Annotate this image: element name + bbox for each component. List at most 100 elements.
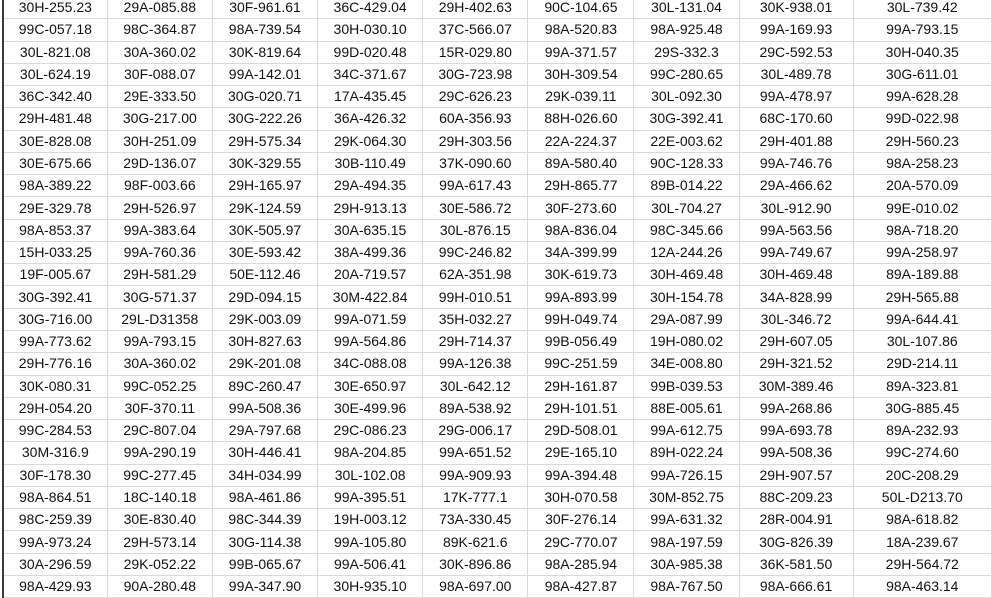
cell[interactable]: 99D-022.98 <box>853 107 992 131</box>
cell[interactable]: 30E-650.97 <box>317 375 424 398</box>
cell[interactable]: 99A-290.19 <box>107 441 213 465</box>
cell[interactable]: 30F-276.14 <box>527 508 635 532</box>
cell[interactable]: 99A-508.36 <box>212 397 319 421</box>
cell[interactable]: 28R-004.91 <box>739 508 854 532</box>
cell[interactable]: 89K-621.6 <box>422 530 529 554</box>
cell[interactable]: 29H-303.56 <box>422 130 529 153</box>
cell[interactable]: 15H-033.25 <box>4 241 108 265</box>
cell[interactable]: 30H-040.35 <box>853 41 992 64</box>
cell[interactable]: 29H-321.52 <box>739 352 854 376</box>
cell[interactable]: 99A-126.38 <box>422 352 529 376</box>
cell[interactable]: 19H-003.12 <box>317 508 424 532</box>
cell[interactable]: 15R-029.80 <box>422 41 529 64</box>
cell[interactable]: 29H-101.51 <box>527 397 635 421</box>
cell[interactable]: 99A-508.36 <box>739 441 854 465</box>
cell[interactable]: 99A-631.32 <box>633 508 740 532</box>
cell[interactable]: 29H-565.88 <box>853 285 992 309</box>
cell[interactable]: 20A-719.57 <box>317 263 424 287</box>
cell[interactable]: 20C-208.29 <box>853 464 992 487</box>
cell[interactable]: 30H-309.54 <box>527 63 635 87</box>
cell[interactable]: 99A-347.90 <box>212 575 319 598</box>
cell[interactable]: 30L-876.15 <box>422 219 529 242</box>
cell[interactable]: 30E-830.40 <box>107 508 213 532</box>
cell[interactable]: 30M-389.46 <box>739 375 854 398</box>
cell[interactable]: 99A-383.64 <box>107 219 213 242</box>
cell[interactable]: 30E-499.96 <box>317 397 424 421</box>
cell[interactable]: 36C-429.04 <box>317 0 424 20</box>
cell[interactable]: 30G-716.00 <box>4 308 108 331</box>
cell[interactable]: 99A-612.75 <box>633 419 740 443</box>
cell[interactable]: 99A-644.41 <box>853 308 992 331</box>
cell[interactable]: 34A-828.99 <box>739 285 854 309</box>
cell[interactable]: 37K-090.60 <box>422 152 529 176</box>
cell[interactable]: 99H-010.51 <box>422 285 529 309</box>
cell[interactable]: 99A-506.41 <box>317 553 424 576</box>
cell[interactable]: 29A-494.35 <box>317 174 424 198</box>
cell[interactable]: 99E-010.02 <box>853 196 992 220</box>
cell[interactable]: 36A-426.32 <box>317 107 424 131</box>
cell[interactable]: 30H-469.48 <box>633 263 740 287</box>
cell[interactable]: 60A-356.93 <box>422 107 529 131</box>
cell[interactable]: 98A-739.54 <box>212 18 319 42</box>
cell[interactable]: 98A-389.22 <box>4 174 108 198</box>
cell[interactable]: 99A-394.48 <box>527 464 635 487</box>
cell[interactable]: 98A-925.48 <box>633 18 740 42</box>
cell[interactable]: 29H-865.77 <box>527 174 635 198</box>
cell[interactable]: 29H-165.97 <box>212 174 319 198</box>
cell[interactable]: 29K-124.59 <box>212 196 319 220</box>
cell[interactable]: 98A-461.86 <box>212 486 319 510</box>
cell[interactable]: 17A-435.45 <box>317 85 424 109</box>
cell[interactable]: 38A-499.36 <box>317 241 424 265</box>
cell[interactable]: 29E-329.78 <box>4 196 108 220</box>
cell[interactable]: 19F-005.67 <box>4 263 108 287</box>
cell[interactable]: 99A-693.78 <box>739 419 854 443</box>
cell[interactable]: 29A-085.88 <box>107 0 213 20</box>
cell[interactable]: 30E-593.42 <box>212 241 319 265</box>
cell[interactable]: 99A-563.56 <box>739 219 854 242</box>
cell[interactable]: 99A-909.93 <box>422 464 529 487</box>
cell[interactable]: 99A-628.28 <box>853 85 992 109</box>
cell[interactable]: 29H-054.20 <box>4 397 108 421</box>
cell[interactable]: 18A-239.67 <box>853 530 992 554</box>
cell[interactable]: 30L-821.08 <box>4 41 108 64</box>
cell[interactable]: 99A-169.93 <box>739 18 854 42</box>
cell[interactable]: 73A-330.45 <box>422 508 529 532</box>
cell[interactable]: 30M-852.75 <box>633 486 740 510</box>
cell[interactable]: 30K-896.86 <box>422 553 529 576</box>
cell[interactable]: 99A-793.15 <box>853 18 992 42</box>
cell[interactable]: 29C-086.23 <box>317 419 424 443</box>
cell[interactable]: 34A-399.99 <box>527 241 635 265</box>
cell[interactable]: 30L-624.19 <box>4 63 108 87</box>
cell[interactable]: 98A-767.50 <box>633 575 740 598</box>
cell[interactable]: 99A-395.51 <box>317 486 424 510</box>
cell[interactable]: 30G-114.38 <box>212 530 319 554</box>
cell[interactable]: 30L-739.42 <box>853 0 992 20</box>
cell[interactable]: 30A-296.59 <box>4 553 108 576</box>
cell[interactable]: 30A-360.02 <box>107 352 213 376</box>
cell[interactable]: 30G-723.98 <box>422 63 529 87</box>
cell[interactable]: 29H-526.97 <box>107 196 213 220</box>
cell[interactable]: 30E-586.72 <box>422 196 529 220</box>
cell[interactable]: 30K-819.64 <box>212 41 319 64</box>
cell[interactable]: 98A-285.94 <box>527 553 635 576</box>
cell[interactable]: 29K-064.30 <box>317 130 424 153</box>
cell[interactable]: 29H-402.63 <box>422 0 529 20</box>
cell[interactable]: 98C-344.39 <box>212 508 319 532</box>
cell[interactable]: 30G-392.41 <box>633 107 740 131</box>
cell[interactable]: 30L-704.27 <box>633 196 740 220</box>
cell[interactable]: 99A-564.86 <box>317 330 424 354</box>
cell[interactable]: 98A-853.37 <box>4 219 108 242</box>
cell[interactable]: 99C-057.18 <box>4 18 108 42</box>
cell[interactable]: 30L-131.04 <box>633 0 740 20</box>
cell[interactable]: 29H-560.23 <box>853 130 992 153</box>
cell[interactable]: 98A-697.00 <box>422 575 529 598</box>
cell[interactable]: 29K-201.08 <box>212 352 319 376</box>
cell[interactable]: 29K-052.22 <box>107 553 213 576</box>
cell[interactable]: 99C-052.25 <box>107 375 213 398</box>
cell[interactable]: 99A-142.01 <box>212 63 319 87</box>
cell[interactable]: 29H-913.13 <box>317 196 424 220</box>
cell[interactable]: 29D-136.07 <box>107 152 213 176</box>
cell[interactable]: 98A-864.51 <box>4 486 108 510</box>
cell[interactable]: 98A-520.83 <box>527 18 635 42</box>
cell[interactable]: 18C-140.18 <box>107 486 213 510</box>
